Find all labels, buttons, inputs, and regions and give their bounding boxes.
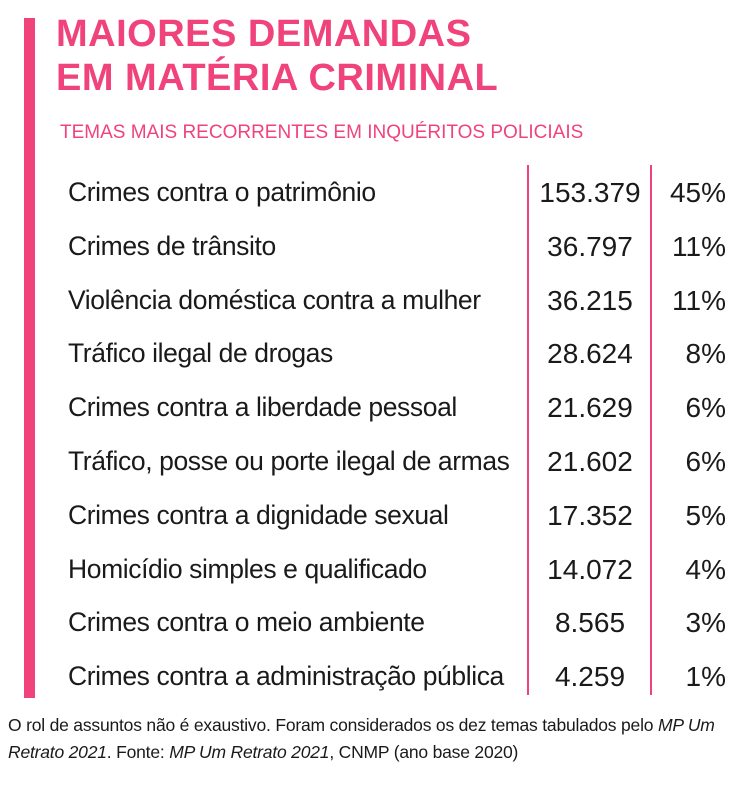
column-divider-1 [527, 165, 529, 695]
row-label: Crimes contra o meio ambiente [68, 607, 425, 638]
row-value: 17.352 [547, 499, 633, 531]
row-percent: 11% [672, 230, 726, 262]
row-percent: 5% [685, 499, 726, 531]
subtitle: TEMAS MAIS RECORRENTES EM INQUÉRITOS POL… [60, 122, 584, 143]
row-percent: 11% [672, 284, 726, 316]
row-value: 28.624 [547, 338, 633, 370]
table-row: Crimes contra a administração pública 4.2… [0, 650, 749, 703]
footnote-text-1: O rol de assuntos não é exaustivo. Foram… [8, 715, 658, 735]
footnote-text-2: . Fonte: [106, 742, 170, 762]
row-label: Tráfico ilegal de drogas [68, 338, 333, 369]
row-label: Crimes contra a dignidade sexual [68, 499, 449, 530]
row-label: Crimes contra a liberdade pessoal [68, 392, 457, 423]
table-row: Crimes contra a liberdade pessoal 21.629 6… [0, 381, 749, 434]
row-value: 21.629 [547, 392, 633, 424]
title-line-2: EM MATÉRIA CRIMINAL [56, 57, 499, 99]
row-label: Crimes contra a administração pública [68, 661, 504, 692]
table-row: Tráfico, posse ou porte ilegal de armas 2… [0, 435, 749, 488]
row-value: 8.565 [554, 607, 626, 639]
row-value: 14.072 [547, 553, 633, 585]
table-row: Crimes contra o patrimônio 153.379 45% [0, 166, 749, 219]
row-label: Homicídio simples e qualificado [68, 553, 427, 584]
row-label: Crimes contra o patrimônio [68, 177, 376, 207]
footnote: O rol de assuntos não é exaustivo. Foram… [8, 712, 746, 766]
row-label: Crimes de trânsito [68, 230, 276, 261]
row-value: 21.602 [547, 446, 633, 477]
title-line-1: MAIORES DEMANDAS [56, 13, 472, 55]
footnote-text-3: , CNMP (ano base 2020) [329, 742, 519, 762]
table-row: Violência doméstica contra a mulher 36.21… [0, 274, 749, 327]
table-row: Crimes contra a dignidade sexual 17.352 5% [0, 489, 749, 542]
row-percent: 1% [685, 661, 726, 693]
row-value: 36.797 [547, 230, 633, 262]
column-divider-2 [650, 165, 652, 695]
footnote-source-1: MP Um Retrato 2021 [8, 715, 715, 762]
row-label: Tráfico, posse ou porte ilegal de armas [68, 446, 510, 476]
table-row: Crimes contra o meio ambiente 8.565 3% [0, 596, 749, 649]
table-row: Tráfico ilegal de drogas 28.624 8% [0, 327, 749, 380]
row-percent: 4% [685, 553, 726, 585]
row-percent: 6% [685, 392, 726, 424]
row-value: 153.379 [539, 177, 641, 208]
row-percent: 3% [685, 607, 726, 639]
row-percent: 8% [685, 338, 726, 370]
row-value: 4.259 [554, 661, 626, 693]
footnote-source-2: MP Um Retrato 2021 [169, 742, 330, 762]
table-row: Homicídio simples e qualificado 14.072 4% [0, 543, 749, 596]
table-row: Crimes de trânsito 36.797 11% [0, 220, 749, 273]
accent-bar [24, 18, 35, 698]
row-label: Violência doméstica contra a mulher [68, 284, 481, 315]
row-percent: 6% [685, 446, 726, 477]
row-percent: 45% [669, 177, 726, 208]
page-title: MAIORES DEMANDAS EM MATÉRIA CRIMINAL [56, 12, 498, 100]
row-value: 36.215 [547, 284, 633, 316]
